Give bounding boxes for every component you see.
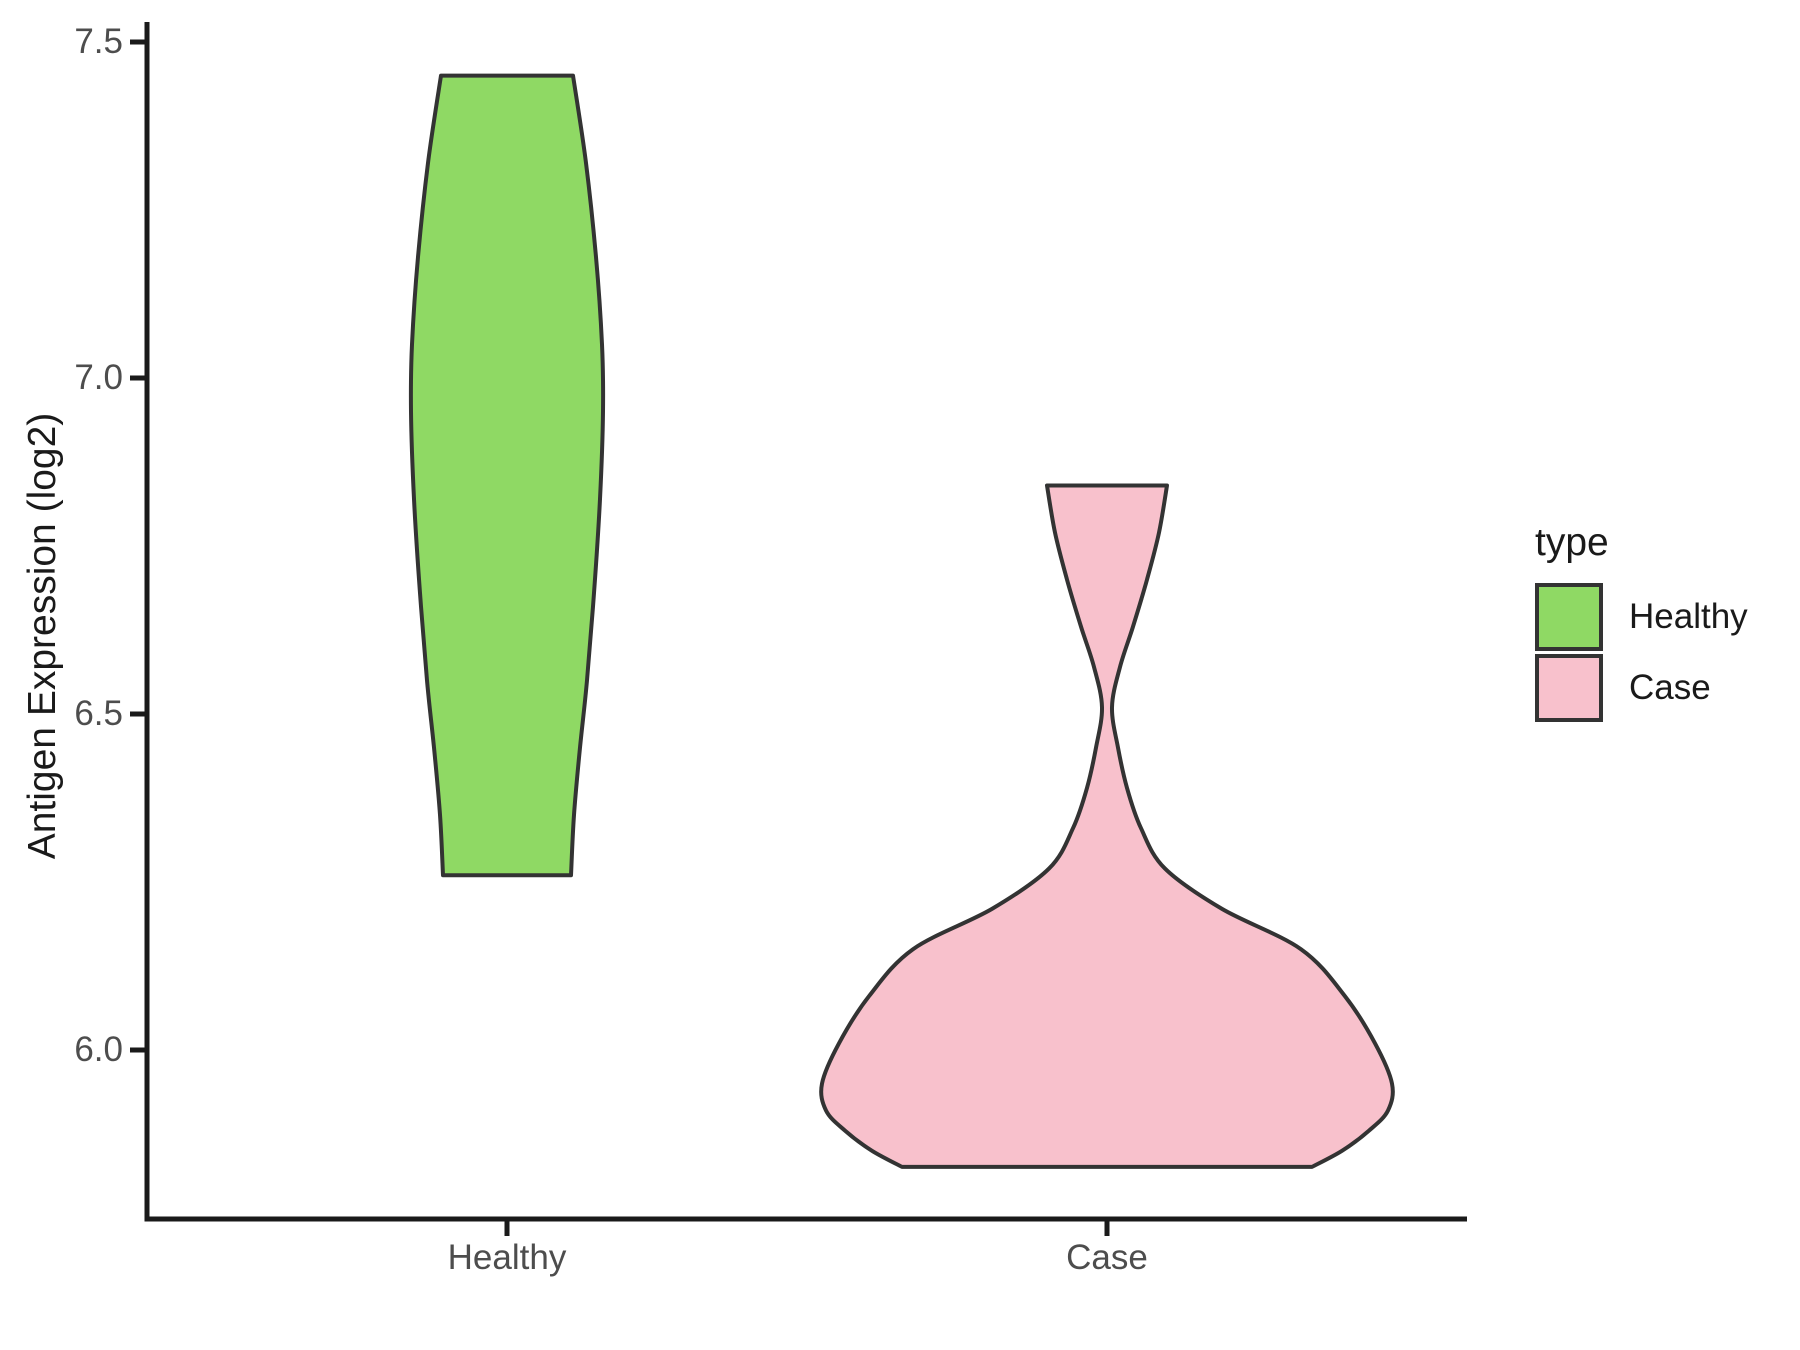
y-tick-label-7-5: 7.5 (74, 22, 123, 61)
y-tick-label-6-5: 6.5 (74, 694, 123, 733)
x-tick-label-case: Case (1066, 1238, 1148, 1277)
y-axis-title: Antigen Expression (log2) (21, 412, 64, 860)
legend-title: type (1535, 521, 1609, 564)
legend-swatch-healthy (1535, 583, 1603, 651)
legend-item-case: Case (1535, 654, 1748, 722)
y-tick-label-7-0: 7.0 (74, 358, 123, 397)
legend-swatch-case (1535, 654, 1603, 722)
violin-healthy (408, 73, 606, 878)
legend: type Healthy Case (1535, 520, 1748, 725)
legend-item-healthy: Healthy (1535, 583, 1748, 651)
violins-group (408, 73, 1395, 1169)
legend-label-case: Case (1629, 668, 1711, 707)
y-tick-label-6-0: 6.0 (74, 1030, 123, 1069)
x-tick-label-healthy: Healthy (447, 1238, 567, 1277)
legend-label-healthy: Healthy (1629, 597, 1748, 636)
violin-case (819, 483, 1395, 1169)
